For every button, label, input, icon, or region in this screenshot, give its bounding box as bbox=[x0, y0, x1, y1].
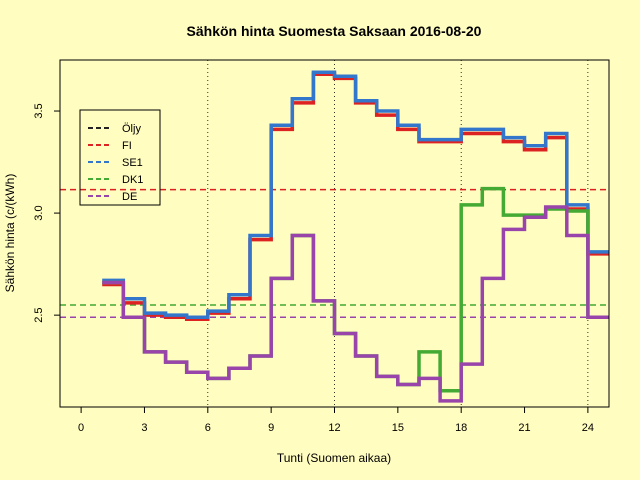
y-axis-label: Sähkön hinta (c/(kWh) bbox=[3, 174, 17, 293]
x-tick-label-15: 15 bbox=[392, 422, 404, 434]
x-tick-label-9: 9 bbox=[268, 422, 274, 434]
y-tick-label-1: 3.0 bbox=[33, 205, 45, 220]
legend-label-se1: SE1 bbox=[122, 157, 143, 169]
x-tick-label-6: 6 bbox=[205, 422, 211, 434]
x-tick-label-18: 18 bbox=[455, 422, 467, 434]
series-line-se1 bbox=[102, 70, 609, 319]
chart-title: Sähkön hinta Suomesta Saksaan 2016-08-20 bbox=[187, 23, 482, 39]
x-axis-label: Tunti (Suomen aikaa) bbox=[277, 451, 391, 465]
legend-label-fi: FI bbox=[122, 140, 132, 152]
y-tick-label-0: 2.5 bbox=[33, 307, 45, 322]
x-tick-label-0: 0 bbox=[78, 422, 84, 434]
legend-box bbox=[79, 109, 161, 206]
x-tick-label-21: 21 bbox=[518, 422, 530, 434]
x-tick-label-24: 24 bbox=[582, 422, 594, 434]
plot-area: 0 3 6 9 12 15 18 21 24 2.5 3.0 3.5 Öljy FI SE1 DK1 DE bbox=[33, 59, 610, 434]
legend-label-de: DE bbox=[122, 191, 137, 203]
series-line-fi bbox=[102, 72, 609, 321]
x-tick-label-12: 12 bbox=[328, 422, 340, 434]
x-tick-label-3: 3 bbox=[141, 422, 147, 434]
legend-label-öljy: Öljy bbox=[122, 123, 141, 135]
series-line-de bbox=[102, 205, 609, 403]
y-tick-label-2: 3.5 bbox=[33, 103, 45, 118]
legend-label-dk1: DK1 bbox=[122, 174, 143, 186]
